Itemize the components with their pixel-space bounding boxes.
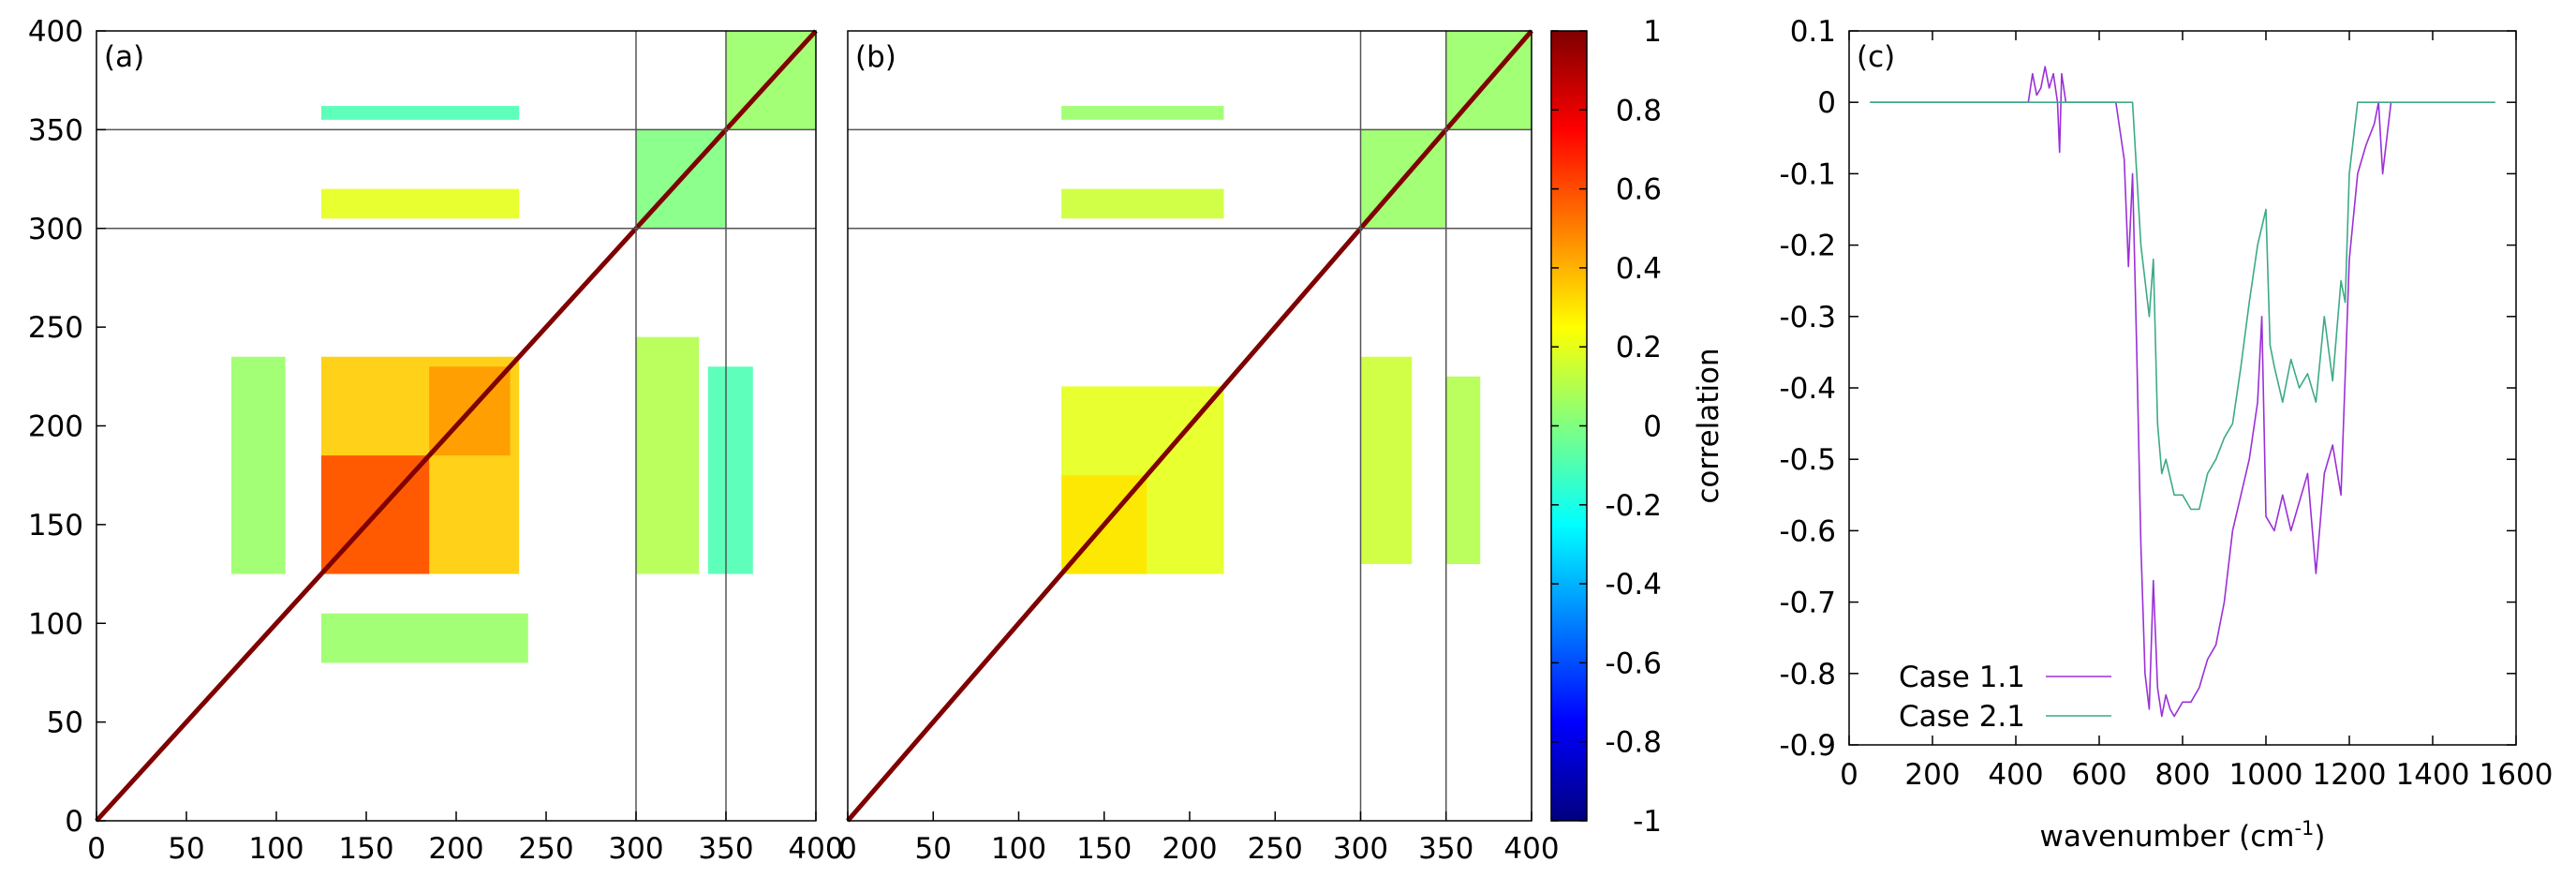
- colorbar-tick-label: -0.6: [1606, 647, 1663, 680]
- heatmap-block: [321, 188, 520, 219]
- x-tick-label: 1000: [2229, 758, 2303, 792]
- heatmap-block: [1445, 376, 1481, 565]
- x-tick-label: 0: [838, 832, 857, 866]
- panel-b-label: (b): [855, 40, 896, 74]
- colorbar-tick-label: 0.2: [1616, 331, 1662, 364]
- y-tick-label: -0.6: [1780, 514, 1837, 548]
- x-tick-label: 300: [608, 832, 663, 866]
- colorbar-tick-label: 0: [1643, 410, 1662, 444]
- colorbar-tick-label: -1: [1633, 805, 1662, 839]
- y-tick-label: -0.2: [1780, 230, 1837, 263]
- x-tick-label: 0: [87, 832, 106, 866]
- legend-label: Case 1.1: [1899, 661, 2025, 694]
- y-tick-label: -0.4: [1780, 372, 1837, 406]
- y-tick-label: 0: [65, 805, 83, 839]
- x-tick-label: 400: [1503, 832, 1559, 866]
- heatmap-block: [321, 613, 528, 663]
- x-tick-label: 0: [1840, 758, 1858, 792]
- y-tick-label: 300: [28, 213, 83, 246]
- x-tick-label: 1400: [2396, 758, 2470, 792]
- y-tick-label: 50: [47, 706, 83, 740]
- series-line-2: [1870, 101, 2495, 511]
- series-line-1: [1870, 66, 2392, 718]
- colorbar-tick-label: 0.6: [1616, 173, 1662, 207]
- y-tick-label: -0.5: [1780, 443, 1837, 477]
- x-tick-label: 800: [2154, 758, 2210, 792]
- y-tick-label: 150: [28, 509, 83, 543]
- heatmap-block: [321, 106, 520, 120]
- x-tick-label: 200: [1162, 832, 1217, 866]
- heatmap-block: [707, 366, 753, 574]
- colorbar-tick-label: 1: [1643, 15, 1662, 49]
- x-tick-label: 100: [991, 832, 1046, 866]
- y-tick-label: 100: [28, 607, 83, 641]
- y-tick-label: 0: [1817, 86, 1836, 120]
- panel-c-frame: [1848, 30, 2517, 746]
- panel-c-label: (c): [1857, 40, 1895, 74]
- x-axis-label: wavenumber (cm-1): [2039, 817, 2325, 854]
- y-tick-label: -0.9: [1780, 729, 1837, 763]
- y-tick-label: 350: [28, 113, 83, 147]
- colorbar-tick-label: -0.4: [1606, 568, 1663, 602]
- diagonal-line: [95, 29, 818, 823]
- x-tick-label: 350: [698, 832, 753, 866]
- x-tick-label: 100: [248, 832, 303, 866]
- legend-label: Case 2.1: [1899, 700, 2025, 734]
- x-tick-label: 250: [518, 832, 573, 866]
- colorbar-label: correlation: [1692, 348, 1725, 503]
- y-tick-label: 400: [28, 15, 83, 49]
- x-tick-label: 350: [1418, 832, 1473, 866]
- colorbar-tick-label: -0.8: [1606, 726, 1663, 760]
- colorbar: 1 0.8 0.6 0.4 0.2 0 -0.2 -0.4 -0.6 -0.8 -1 correla…: [1550, 15, 1725, 839]
- x-tick-label: 1600: [2480, 758, 2554, 792]
- colorbar-tick-label: -0.2: [1606, 489, 1663, 523]
- panel-a-label: (a): [104, 40, 144, 74]
- y-tick-label: -0.1: [1780, 157, 1837, 191]
- heatmap-block: [231, 356, 286, 574]
- x-tick-label: 50: [168, 832, 204, 866]
- colorbar-tick-label: 0.8: [1616, 94, 1662, 127]
- heatmap-block: [1360, 356, 1413, 565]
- x-tick-label: 50: [915, 832, 952, 866]
- y-tick-label: 250: [28, 311, 83, 345]
- x-tick-label: 200: [1904, 758, 1960, 792]
- x-tick-label: 150: [1076, 832, 1132, 866]
- panel-a-correlation-matrix: 0 50 100 150 200 250 300 350 400 0 50 100 150 200 250…: [28, 15, 844, 866]
- x-tick-label: 400: [788, 832, 843, 866]
- x-tick-label: 1200: [2313, 758, 2387, 792]
- y-tick-label: 200: [28, 410, 83, 444]
- x-tick-label: 300: [1333, 832, 1388, 866]
- x-tick-label: 600: [2071, 758, 2126, 792]
- panel-c-line-chart: 0 200 400 600 800 1000 1200 1400 1600 0.1 0 -0.1 -0…: [1780, 15, 2554, 854]
- y-tick-label: 0.1: [1790, 15, 1836, 49]
- heatmap-block: [636, 336, 700, 574]
- x-tick-label: 250: [1248, 832, 1303, 866]
- x-tick-label: 200: [428, 832, 483, 866]
- heatmap-block: [1061, 106, 1224, 120]
- heatmap-block: [1061, 188, 1224, 219]
- x-tick-label: 150: [338, 832, 393, 866]
- y-tick-label: -0.8: [1780, 658, 1837, 691]
- colorbar-tick-label: 0.4: [1616, 252, 1662, 286]
- legend: Case 1.1 Case 2.1: [1899, 661, 2111, 734]
- x-tick-label: 400: [1988, 758, 2043, 792]
- panel-b-correlation-matrix: 0 50 100 150 200 250 300 350 400 (b): [838, 29, 1560, 866]
- y-tick-label: -0.7: [1780, 587, 1837, 620]
- y-tick-label: -0.3: [1780, 301, 1837, 334]
- diagonal-line: [846, 29, 1533, 823]
